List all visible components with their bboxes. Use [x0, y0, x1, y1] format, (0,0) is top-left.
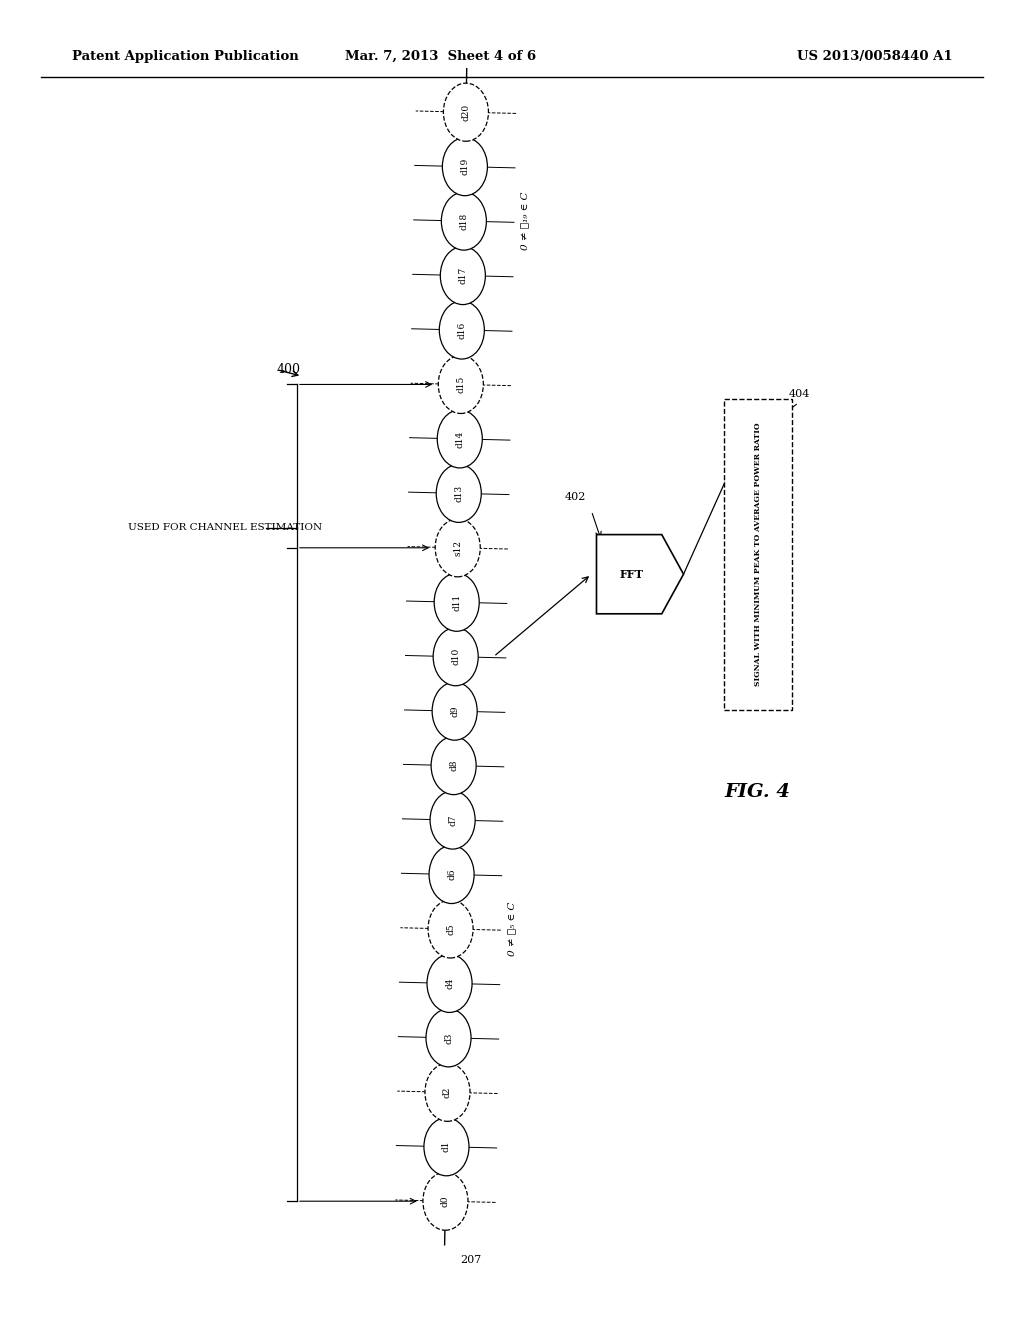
Text: 0 ≠ ℓ₅ ∈ C: 0 ≠ ℓ₅ ∈ C — [507, 902, 516, 956]
Text: USED FOR CHANNEL ESTIMATION: USED FOR CHANNEL ESTIMATION — [128, 524, 323, 532]
Text: FIG. 4: FIG. 4 — [725, 783, 791, 801]
Text: d3: d3 — [444, 1032, 453, 1044]
Circle shape — [424, 1118, 469, 1176]
Text: d4: d4 — [445, 978, 454, 989]
Circle shape — [429, 845, 474, 903]
Text: 404: 404 — [788, 388, 810, 399]
Text: 400: 400 — [276, 363, 300, 376]
Text: d16: d16 — [458, 321, 466, 339]
Text: d10: d10 — [452, 648, 460, 665]
Circle shape — [433, 627, 478, 685]
Text: d13: d13 — [455, 484, 463, 502]
Circle shape — [431, 737, 476, 795]
Text: d9: d9 — [451, 705, 459, 717]
Text: Mar. 7, 2013  Sheet 4 of 6: Mar. 7, 2013 Sheet 4 of 6 — [345, 50, 536, 63]
Text: US 2013/0058440 A1: US 2013/0058440 A1 — [797, 50, 952, 63]
Text: SIGNAL WITH MINIMUM PEAK TO AVERAGE POWER RATIO: SIGNAL WITH MINIMUM PEAK TO AVERAGE POWE… — [754, 422, 762, 686]
Circle shape — [423, 1172, 468, 1230]
Circle shape — [442, 137, 487, 195]
Circle shape — [432, 682, 477, 741]
Text: d14: d14 — [456, 430, 464, 447]
Circle shape — [439, 301, 484, 359]
Text: FFT: FFT — [620, 569, 643, 579]
Text: d5: d5 — [446, 923, 455, 935]
Circle shape — [427, 954, 472, 1012]
Text: d11: d11 — [453, 594, 461, 611]
Circle shape — [440, 247, 485, 305]
Text: d15: d15 — [457, 376, 465, 393]
Circle shape — [428, 900, 473, 958]
Circle shape — [435, 519, 480, 577]
Circle shape — [437, 409, 482, 469]
Text: Patent Application Publication: Patent Application Publication — [72, 50, 298, 63]
Text: d6: d6 — [447, 869, 456, 880]
Circle shape — [441, 191, 486, 249]
Circle shape — [443, 83, 488, 141]
Text: d18: d18 — [460, 213, 468, 230]
Text: d2: d2 — [443, 1086, 452, 1098]
Text: s12: s12 — [454, 540, 462, 556]
Circle shape — [430, 791, 475, 849]
Text: 207: 207 — [460, 1255, 481, 1266]
Circle shape — [425, 1064, 470, 1122]
Text: d8: d8 — [450, 760, 458, 771]
FancyBboxPatch shape — [724, 399, 792, 710]
Text: 0 ≠ ℓ₁₉ ∈ C: 0 ≠ ℓ₁₉ ∈ C — [520, 191, 529, 251]
Text: d20: d20 — [462, 104, 470, 120]
Circle shape — [436, 465, 481, 523]
Circle shape — [438, 355, 483, 413]
Polygon shape — [596, 535, 684, 614]
Text: d19: d19 — [461, 158, 469, 176]
Text: d0: d0 — [441, 1196, 450, 1206]
Circle shape — [434, 573, 479, 631]
Text: 402: 402 — [565, 491, 586, 502]
Text: d17: d17 — [459, 267, 467, 284]
Circle shape — [426, 1008, 471, 1067]
Text: d7: d7 — [449, 814, 457, 826]
Text: d1: d1 — [442, 1140, 451, 1152]
